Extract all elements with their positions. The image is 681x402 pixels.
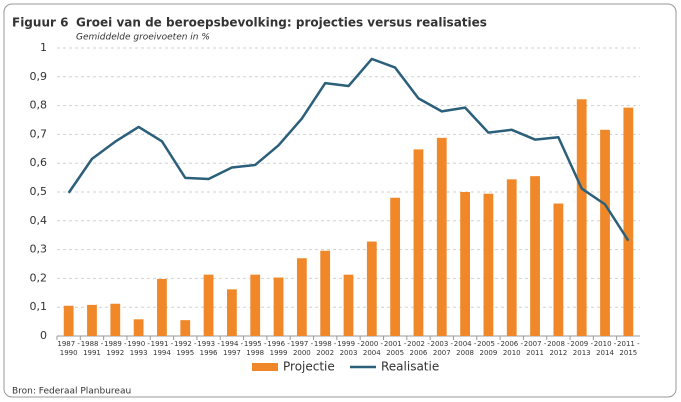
legend-label: Realisatie [381,360,439,374]
source: Bron: Federaal Planbureau [12,387,131,397]
frame [3,3,677,398]
bar [110,303,121,336]
legend-swatch [252,363,278,371]
x-tick-label: 1997 -2000 [291,340,314,357]
x-tick-label: 1998 -2002 [314,340,337,357]
x-tick-label: 2011 -2015 [617,340,640,357]
x-tick-label: 1993 -1996 [197,340,220,357]
bar [227,289,237,336]
x-tick-label: 1996 -1999 [267,340,290,357]
x-tick-label: 1989 -1992 [104,340,127,357]
bar [553,203,564,336]
bar [320,250,331,336]
y-tick-label: 0,8 [30,99,48,112]
x-tick-label: 2006 -2010 [500,340,523,357]
bar [180,320,191,336]
bar [296,258,307,336]
bar [133,319,144,336]
x-tick-label: 2008 -2012 [547,340,570,357]
y-tick-label: 0,7 [30,127,48,140]
x-tick-label: 1987 -1990 [57,340,80,357]
bar [343,274,354,336]
x-tick-label: 2004 -2008 [454,340,477,357]
x-tick-label: 2005 -2009 [477,340,500,357]
chart-subtitle: Gemiddelde groeivoeten in % [76,33,210,43]
bar [273,277,284,336]
x-tick-label: 2009 -2013 [570,340,593,357]
bar [483,193,494,336]
bar [623,107,634,336]
x-tick-label: 2010 -2014 [594,340,617,357]
chart-title: Groei van de beroepsbevolking: projectie… [76,16,487,30]
bar [87,304,97,336]
x-tick-label: 1990 -1993 [127,340,150,357]
y-tick-label: 0,6 [30,156,48,169]
bar [600,129,610,336]
legend-label: Projectie [283,360,335,374]
x-tick-label: 2003 -2007 [430,340,453,357]
bar [203,274,214,336]
x-tick-label: 1999 -2003 [337,340,360,357]
y-tick-label: 0,9 [30,70,48,83]
x-tick-label: 1994 -1997 [221,340,244,357]
bar [63,305,74,336]
y-tick-label: 0,3 [30,243,48,256]
line [67,57,630,242]
bar [250,274,261,336]
x-tick-label: 2002 -2006 [407,340,430,357]
y-tick-label: 1 [40,41,47,54]
bar [436,137,447,336]
bar [576,99,587,336]
x-tick-label: 1992 -1995 [174,340,197,357]
x-tick-label: 2000 -2004 [361,340,384,357]
x-tick-label: 1991 -1994 [151,340,174,357]
figure-label: Figuur 6 [12,16,68,30]
bar [157,278,167,336]
bar [460,192,470,336]
bar [506,179,517,336]
x-tick-label: 1995 -1998 [244,340,267,357]
y-tick-label: 0,1 [30,300,48,313]
bar [530,176,540,336]
y-tick-label: 0 [40,329,47,342]
bar [413,149,424,336]
y-tick-label: 0,4 [30,214,48,227]
y-tick-label: 0,2 [30,271,48,284]
bar [366,241,377,336]
y-tick-label: 0,5 [30,185,48,198]
x-tick-label: 2001 -2005 [384,340,407,357]
x-tick-label: 1988 -1991 [81,340,104,357]
bar [390,197,401,336]
x-tick-label: 2007 -2011 [524,340,547,357]
